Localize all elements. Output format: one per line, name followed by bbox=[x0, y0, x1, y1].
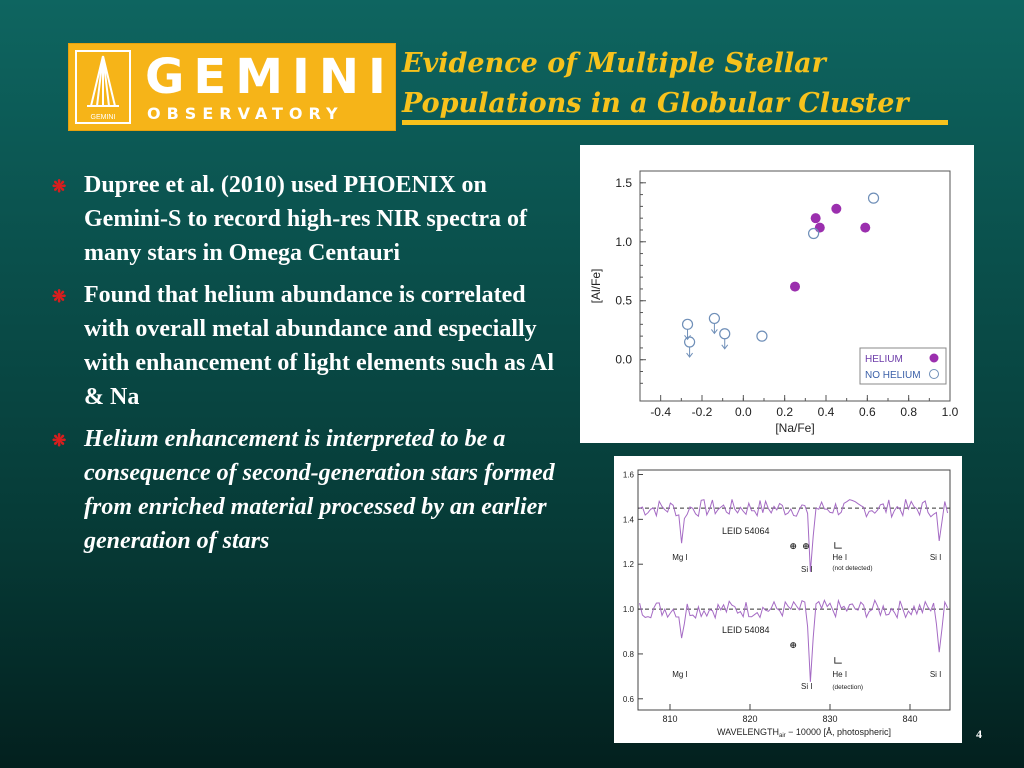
title-underline bbox=[402, 120, 948, 125]
no-helium-point bbox=[719, 328, 731, 340]
spectrum-trace bbox=[639, 499, 949, 572]
y-tick-label: 1.0 bbox=[623, 605, 635, 614]
upper-limit-arrowhead bbox=[711, 329, 718, 335]
he-line-note: (not detected) bbox=[832, 565, 872, 572]
chart-legend: HELIUM NO HELIUM bbox=[859, 347, 947, 385]
x-tick-label: 820 bbox=[742, 714, 757, 724]
logo-mark-text: GEMINI bbox=[90, 114, 116, 121]
logo-subtitle: OBSERVATORY bbox=[147, 104, 344, 123]
y-tick-label: 0.8 bbox=[623, 650, 635, 659]
he-line-label: He I bbox=[832, 670, 847, 679]
legend-helium-label: HELIUM bbox=[865, 354, 903, 365]
upper-limit-arrowhead bbox=[721, 344, 729, 350]
y-tick-label: 0.0 bbox=[615, 353, 632, 367]
helium-point bbox=[814, 222, 825, 233]
x-tick-label: 0.8 bbox=[900, 405, 917, 419]
star-id-label: LEID 54084 bbox=[722, 625, 770, 635]
gemini-observatory-logo: GEMINI GEMINI OBSERVATORY bbox=[68, 43, 396, 131]
x-tick-label: 0.4 bbox=[818, 405, 835, 419]
bullet-item-2: ❋ Found that helium abundance is correla… bbox=[46, 278, 566, 414]
y-tick-label: 1.2 bbox=[623, 560, 635, 569]
y-axis-label: [Al/Fe] bbox=[589, 269, 603, 304]
bullet-list: ❋ Dupree et al. (2010) used PHOENIX on G… bbox=[46, 168, 566, 566]
x-tick-label: 0.2 bbox=[776, 405, 793, 419]
legend-no-helium-marker bbox=[929, 369, 939, 379]
snowflake-bullet-icon: ❋ bbox=[52, 287, 67, 306]
no-helium-point bbox=[708, 312, 720, 325]
x-tick-label: 810 bbox=[662, 714, 677, 724]
telluric-cross bbox=[790, 543, 796, 549]
page-number: 4 bbox=[976, 727, 982, 741]
logo-wordmark: GEMINI bbox=[145, 49, 395, 105]
he-line-label: He I bbox=[832, 553, 847, 562]
bullet-text-1: Dupree et al. (2010) used PHOENIX on Gem… bbox=[84, 172, 528, 266]
x-tick-label: 840 bbox=[902, 714, 917, 724]
he-line-note: (detection) bbox=[832, 684, 863, 691]
x-tick-label: -0.4 bbox=[650, 405, 671, 419]
x-tick-label: 0.0 bbox=[735, 405, 752, 419]
line-label: Mg I bbox=[672, 670, 688, 679]
bullet-item-3: ❋ Helium enhancement is interpreted to b… bbox=[46, 422, 566, 558]
al-na-scatter-plot: -0.4 -0.2 0.0 0.2 0.4 0.6 0.8 1.0 0.0 0.5 1.0 1.5 [N… bbox=[580, 145, 974, 443]
he-marker bbox=[834, 657, 842, 664]
bullet-item-1: ❋ Dupree et al. (2010) used PHOENIX on G… bbox=[46, 168, 566, 270]
x-tick-label: -0.2 bbox=[692, 405, 713, 419]
y-tick-label: 1.0 bbox=[615, 235, 632, 249]
he-marker bbox=[834, 542, 842, 549]
spectra-svg: 810 820 830 840 0.6 0.8 1.0 1.2 1.4 1.6 WAVELENGTH… bbox=[623, 469, 951, 739]
plot-frame bbox=[639, 170, 951, 402]
x-tick-label: 0.6 bbox=[859, 405, 876, 419]
spectra-frame bbox=[637, 469, 951, 711]
slide-title: Evidence of Multiple Stellar Populations… bbox=[402, 44, 909, 124]
snowflake-bullet-icon: ❋ bbox=[52, 431, 67, 450]
line-label: Mg I bbox=[672, 553, 688, 562]
helium-point bbox=[810, 213, 821, 224]
helium-point bbox=[860, 222, 871, 233]
helium-point bbox=[831, 203, 842, 214]
x-tick-label: 830 bbox=[822, 714, 837, 724]
upper-limit-arrowhead bbox=[686, 352, 693, 358]
helium-point bbox=[790, 281, 800, 292]
no-helium-point bbox=[681, 318, 694, 330]
telluric-cross bbox=[803, 543, 809, 549]
line-label: Si I bbox=[930, 553, 942, 562]
no-helium-point bbox=[683, 336, 696, 348]
star-id-label: LEID 54064 bbox=[722, 526, 770, 536]
line-label: Si I bbox=[930, 670, 942, 679]
gemini-telescope-icon: GEMINI bbox=[75, 50, 131, 124]
line-label: Si I bbox=[801, 682, 813, 691]
line-label: Si I bbox=[801, 565, 813, 574]
bullet-text-3: Helium enhancement is interpreted to be … bbox=[84, 426, 555, 554]
x-axis-label: WAVELENGTHair − 10000 [Å, photospheric] bbox=[717, 727, 891, 739]
legend-no-helium-label: NO HELIUM bbox=[865, 370, 921, 381]
bullet-text-2: Found that helium abundance is correlate… bbox=[84, 282, 554, 410]
title-line-1: Evidence of Multiple Stellar bbox=[402, 48, 826, 79]
x-tick-label: 1.0 bbox=[942, 405, 959, 419]
y-tick-label: 0.5 bbox=[615, 294, 632, 308]
spectrum-trace bbox=[639, 598, 949, 682]
y-tick-label: 1.6 bbox=[623, 470, 635, 479]
legend-box bbox=[859, 347, 947, 385]
y-tick-label: 1.4 bbox=[623, 515, 635, 524]
spectra-plot: 810 820 830 840 0.6 0.8 1.0 1.2 1.4 1.6 WAVELENGTH… bbox=[614, 456, 962, 743]
no-helium-point bbox=[867, 192, 880, 204]
title-line-2: Populations in a Globular Cluster bbox=[402, 88, 909, 119]
telluric-cross bbox=[790, 642, 796, 648]
x-axis-label: [Na/Fe] bbox=[775, 421, 814, 435]
no-helium-point bbox=[756, 330, 768, 342]
scatter-svg: -0.4 -0.2 0.0 0.2 0.4 0.6 0.8 1.0 0.0 0.5 1.0 1.5 [N… bbox=[589, 170, 959, 435]
legend-helium-marker bbox=[929, 353, 939, 363]
y-tick-label: 0.6 bbox=[623, 695, 635, 704]
y-tick-label: 1.5 bbox=[615, 176, 632, 190]
snowflake-bullet-icon: ❋ bbox=[52, 177, 67, 196]
no-helium-point bbox=[808, 227, 820, 240]
